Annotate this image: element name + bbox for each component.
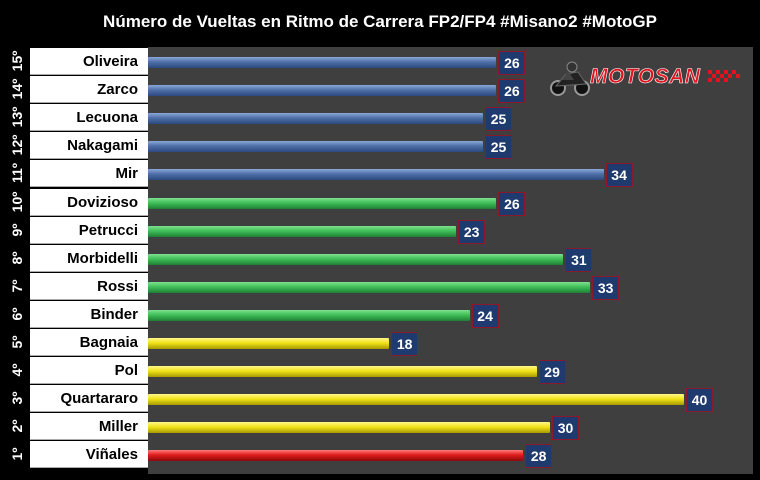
rider-name: Pol: [30, 357, 148, 385]
rank-text: 1º: [9, 447, 25, 461]
rider-name: Viñales: [30, 441, 148, 469]
rank-label: 7º: [6, 272, 28, 300]
bar: [148, 113, 483, 125]
rider-name: Petrucci: [30, 216, 148, 244]
bar: [148, 422, 550, 434]
data-label: 26: [498, 191, 526, 216]
bar: [148, 57, 497, 68]
rider-name: Bagnaia: [30, 329, 148, 357]
rank-text: 4º: [9, 363, 25, 377]
rider-name: Oliveira: [30, 48, 148, 76]
rank-text: 6º: [9, 307, 25, 321]
bar: [148, 338, 390, 349]
bar: [148, 253, 564, 265]
rank-label: 15º: [6, 47, 28, 75]
rider-name: Mir: [30, 160, 148, 188]
data-label: 31: [565, 247, 593, 272]
bar: [148, 197, 497, 209]
rank-label: 10º: [6, 188, 28, 216]
bar: [148, 309, 470, 321]
data-label: 30: [552, 416, 579, 441]
rank-label: 4º: [6, 356, 28, 384]
rank-text: 15º: [9, 50, 25, 72]
rank-label: 2º: [6, 412, 28, 440]
rank-label: 8º: [6, 244, 28, 272]
rank-text: 3º: [9, 391, 25, 405]
rider-name: Miller: [30, 413, 148, 441]
bar: [148, 394, 684, 406]
rider-name: Rossi: [30, 272, 148, 300]
rank-text: 2º: [9, 419, 25, 433]
data-label: 34: [605, 163, 633, 188]
rank-label: 1º: [6, 440, 28, 468]
chart-title: Número de Vueltas en Ritmo de Carrera FP…: [103, 12, 657, 31]
rider-name: Nakagami: [30, 132, 148, 160]
data-label: 29: [538, 360, 566, 385]
rider-name: Morbidelli: [30, 244, 148, 272]
data-label: 23: [458, 219, 486, 244]
rank-text: 5º: [9, 335, 25, 349]
rank-label: 13º: [6, 103, 28, 131]
rider-name: Zarco: [30, 76, 148, 104]
rider-name: Dovizioso: [30, 188, 148, 216]
rank-text: 14º: [9, 78, 25, 100]
bar: [148, 366, 537, 378]
rank-label: 12º: [6, 131, 28, 159]
data-label: 25: [485, 107, 512, 132]
rank-text: 13º: [9, 106, 25, 128]
motorcycle-rider-icon: [550, 61, 590, 96]
bar: [148, 141, 483, 153]
bar: [148, 281, 591, 293]
rank-text: 11º: [9, 163, 25, 184]
data-label: 33: [592, 275, 620, 300]
motosan-logo: MOTOSAN: [548, 58, 748, 98]
data-label: 40: [686, 388, 713, 413]
bar: [148, 85, 497, 97]
data-label: 26: [498, 79, 526, 104]
rider-name: Binder: [30, 300, 148, 328]
rank-label: 14º: [6, 75, 28, 103]
rank-text: 10º: [9, 191, 25, 212]
data-label: 18: [391, 332, 419, 356]
rank-label: 9º: [6, 216, 28, 244]
logo-text: MOTOSAN: [590, 65, 701, 89]
checkered-flag-icon: [708, 70, 740, 82]
data-label: 28: [525, 444, 553, 469]
rank-label: 11º: [6, 159, 28, 187]
rank-label: 6º: [6, 300, 28, 328]
rank-label: 5º: [6, 328, 28, 356]
rank-text: 9º: [9, 223, 25, 237]
bar: [148, 225, 457, 237]
rank-text: 12º: [9, 134, 25, 156]
data-label: 25: [485, 135, 512, 160]
rider-name: Quartararo: [30, 385, 148, 413]
bar: [148, 450, 524, 462]
data-label: 26: [498, 51, 526, 75]
rank-text: 8º: [9, 251, 25, 265]
data-label: 24: [471, 303, 499, 328]
rank-label: 3º: [6, 384, 28, 412]
rider-name: Lecuona: [30, 104, 148, 132]
bar: [148, 169, 604, 181]
rank-text: 7º: [9, 279, 25, 293]
